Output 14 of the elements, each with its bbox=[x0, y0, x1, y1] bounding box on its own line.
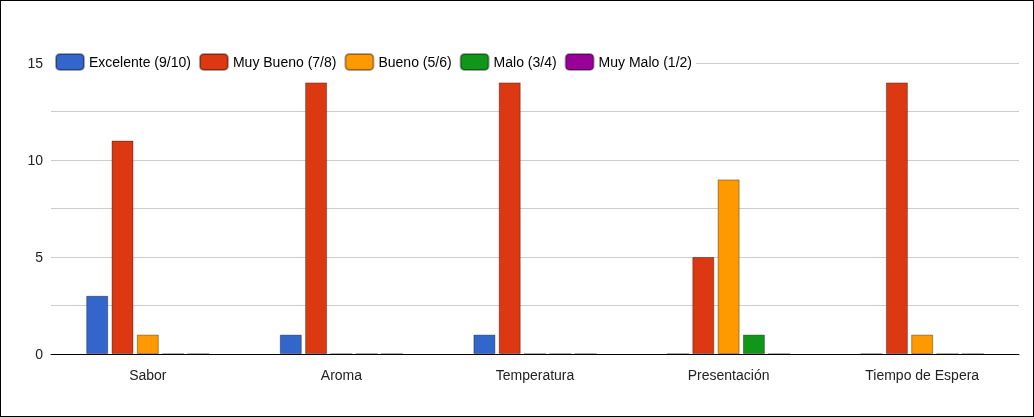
y-tick-label: 15 bbox=[27, 55, 44, 71]
legend-label: Excelente (9/10) bbox=[89, 54, 191, 70]
x-tick-label: Sabor bbox=[129, 367, 167, 383]
y-tick-label: 5 bbox=[35, 249, 44, 265]
legend-label: Muy Malo (1/2) bbox=[598, 54, 692, 70]
y-tick-label: 0 bbox=[35, 346, 44, 362]
x-tick-label: Temperatura bbox=[495, 367, 575, 383]
legend-label: Bueno (5/6) bbox=[378, 54, 452, 70]
legend-label: Malo (3/4) bbox=[493, 54, 557, 70]
x-tick-label: Tiempo de Espera bbox=[865, 367, 980, 383]
y-tick-label: 10 bbox=[27, 152, 44, 168]
x-tick-label: Aroma bbox=[320, 367, 363, 383]
x-tick-label: Presentación bbox=[687, 367, 770, 383]
legend-label: Muy Bueno (7/8) bbox=[232, 54, 337, 70]
